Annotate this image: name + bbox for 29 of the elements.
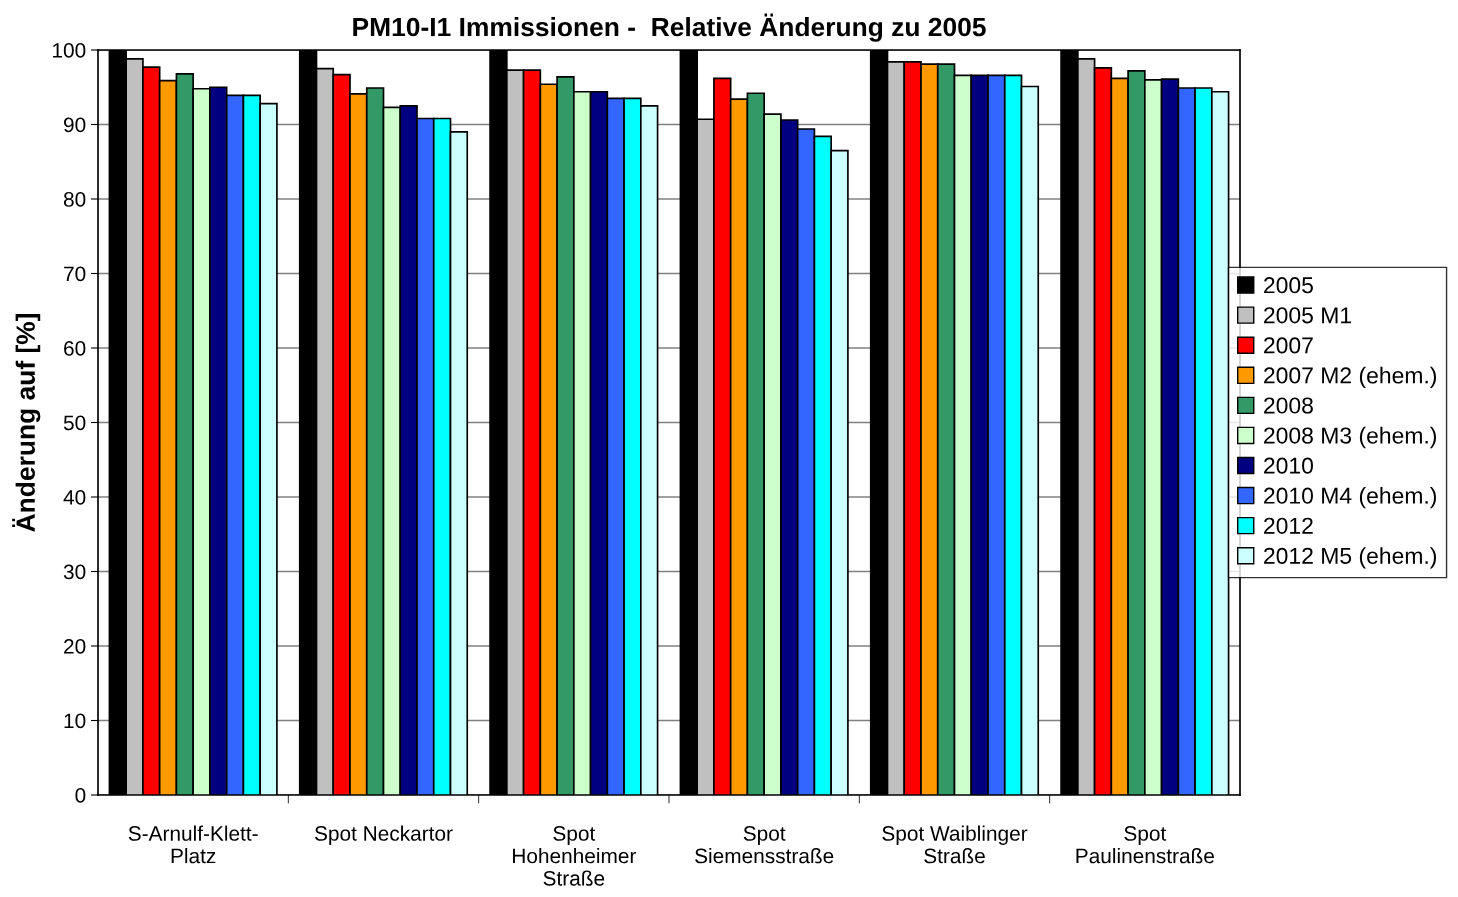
- y-tick-label: 0: [75, 788, 86, 803]
- y-tick-label: 80: [63, 192, 86, 207]
- x-tick-label: Spot Siemensstraße: [695, 826, 834, 864]
- y-tick-label: 70: [64, 266, 86, 282]
- legend-label: 2007: [1264, 337, 1313, 354]
- y-tick-label: 10: [64, 713, 86, 729]
- y-tick-label: 40: [63, 490, 86, 505]
- legend-label: 2012 M5 (ehem.): [1264, 547, 1436, 569]
- legend-label: 2007 M2 (ehem.): [1264, 366, 1436, 389]
- x-tick-label: Spot Paulinenstraße: [1076, 826, 1214, 864]
- legend-label: 2010 M4 (ehem.): [1264, 487, 1436, 509]
- x-tick-label: S-Arnulf-Klett- Platz: [128, 825, 258, 864]
- y-tick-label: 20: [64, 639, 86, 654]
- legend-label: 2005: [1264, 277, 1313, 294]
- y-tick-label: 60: [64, 341, 86, 356]
- y-axis-title: Änderung auf [%]: [12, 314, 41, 532]
- x-tick-label: Spot Hohenheimer Straße: [513, 826, 637, 886]
- x-tick-label: Spot Waiblinger Straße: [882, 825, 1028, 864]
- legend-label: 2010: [1264, 457, 1313, 474]
- y-tick-label: 100: [53, 43, 86, 58]
- y-tick-label: 30: [63, 564, 86, 580]
- y-tick-label: 50: [63, 415, 86, 431]
- legend-label: 2008 M3 (ehem.): [1264, 426, 1436, 449]
- y-tick-label: 90: [64, 117, 86, 133]
- legend-label: 2005 M1: [1264, 307, 1351, 324]
- chart-title: PM10-I1 Immissionen - Relative Änderung zu 2005: [353, 13, 986, 42]
- x-tick-label: Spot Neckartor: [314, 825, 453, 845]
- legend-label: 2012: [1264, 517, 1313, 534]
- legend-label: 2008: [1264, 397, 1313, 414]
